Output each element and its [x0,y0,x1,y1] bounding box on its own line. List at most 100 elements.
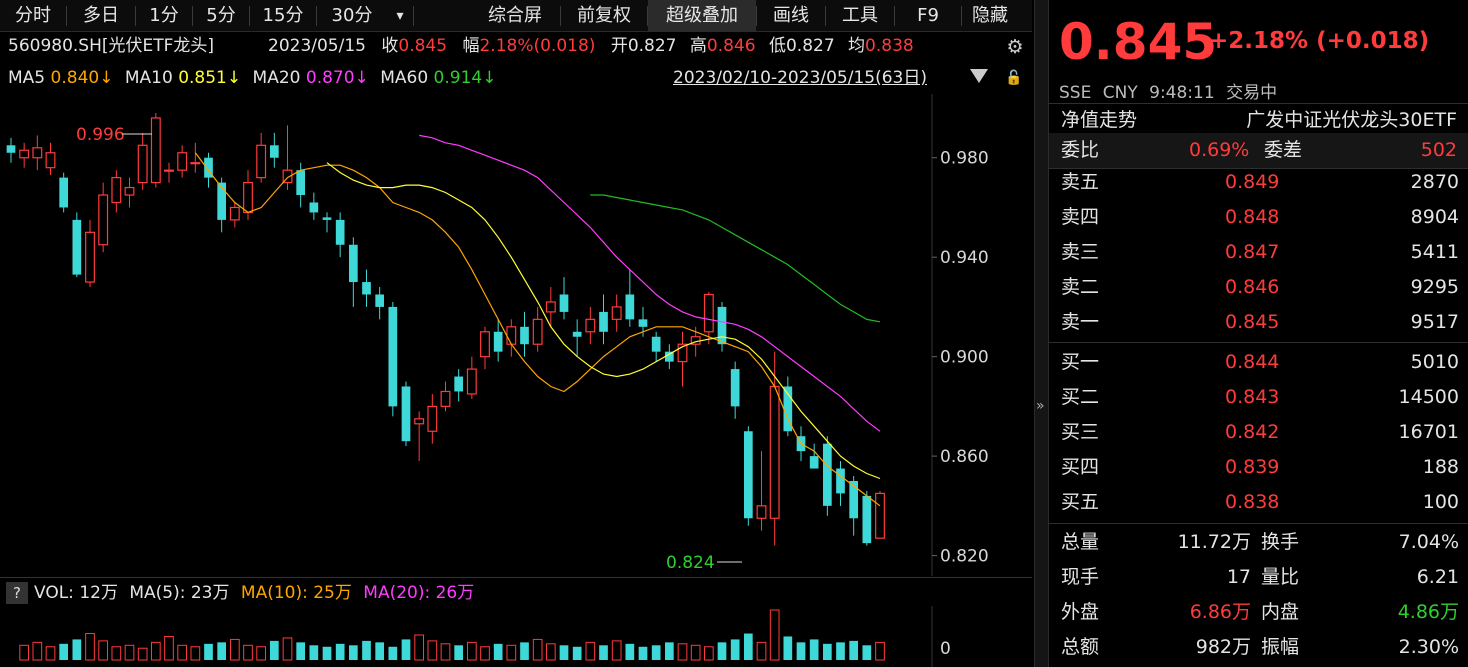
vol-ma10: MA(10): 25万 [240,583,352,603]
candle [703,292,714,345]
ma20-value: 0.870↓ [305,68,369,88]
hide-button[interactable]: 隐藏 [972,5,1008,26]
ask-row[interactable]: 卖五 0.849 2870 [1049,165,1468,200]
y-tick-label: 0.980 [940,149,989,169]
volume-bar [677,643,688,661]
candle [309,192,319,220]
volume-bar [164,635,174,661]
candle-body [59,177,69,208]
tab-1min[interactable]: 1分 [149,5,179,26]
candle [190,142,201,173]
candle-body [322,217,332,220]
quote-date: 2023/05/15 [268,36,366,56]
candle-body [862,495,872,544]
volume-bar [480,646,490,661]
volume-bar [282,637,293,661]
ma5-value: 0.840↓ [50,68,114,88]
ask-row[interactable]: 卖四 0.848 8904 [1049,200,1468,235]
candle-body [875,492,885,539]
ma60-line [590,194,881,323]
stat-value: 982万 [1195,636,1251,658]
volume-bar [836,642,845,660]
bid-label: 买一 [1061,351,1100,373]
change-value: 2.18%(0.018) [479,36,596,56]
stat-label: 总量 [1061,531,1100,553]
candle-body [6,145,16,153]
tab-30min[interactable]: 30分 [331,5,373,26]
composite-screen-button[interactable]: 综合屏 [488,5,542,26]
candle-body [572,331,582,337]
price-chart[interactable]: 0.980 0.940 0.900 0.860 0.820 0.996 0.824 [0,94,1032,576]
volume-bar [783,636,793,660]
volume-bar [703,646,714,661]
ma60-value: 0.914↓ [433,68,497,88]
candle-body [743,431,753,519]
panel-collapse-handle[interactable]: » [1034,0,1048,667]
ask-volume: 9517 [1410,311,1459,333]
tab-5min[interactable]: 5分 [206,5,236,26]
volume-bar [717,642,727,660]
bid-label: 买四 [1061,456,1100,478]
forward-adjust-button[interactable]: 前复权 [577,5,631,26]
candle [730,361,740,419]
low-annotation: 0.824 [666,553,715,573]
super-overlay-button[interactable]: 超级叠加 [648,0,756,32]
bid-row[interactable]: 买三 0.842 16701 [1049,415,1468,450]
stats-row: 现手 17 量比 6.21 [1049,560,1468,595]
tab-multiday[interactable]: 多日 [83,5,119,26]
date-range[interactable]: 2023/02/10-2023/05/15(63日) [673,68,927,88]
draw-line-button[interactable]: 画线 [773,5,809,26]
vol-value: VOL: 12万 [34,583,118,603]
bid-row[interactable]: 买二 0.843 14500 [1049,380,1468,415]
settings-gear-icon[interactable]: ⚙ [1004,36,1026,58]
y-tick-label: 0.900 [940,348,989,368]
candle [625,269,635,327]
candle-body [599,311,608,332]
volume-bar [756,641,767,661]
candle-body [190,162,201,165]
volume-bar [545,643,556,661]
ask-price: 0.848 [1225,206,1280,228]
volume-bar [124,644,135,661]
volume-chart[interactable]: 0 [0,606,1032,667]
f9-button[interactable]: F9 [917,5,939,26]
help-icon[interactable]: ? [6,582,28,604]
volume-bar [743,633,753,660]
period-dropdown-icon[interactable]: ▾ [396,8,404,24]
candle [545,287,556,327]
candle [599,294,608,345]
candle-body [440,390,451,407]
candle-body [625,294,635,320]
candle [124,177,135,208]
volume-bar [493,643,503,660]
volume-bar [204,643,213,660]
tab-15min[interactable]: 15分 [262,5,304,26]
candle-body [703,293,714,333]
candle-body [388,306,398,407]
ask-row[interactable]: 卖一 0.845 9517 [1049,305,1468,340]
bid-row[interactable]: 买五 0.838 100 [1049,485,1468,520]
range-dropdown-icon[interactable] [970,69,988,83]
candle-body [520,326,529,345]
y-tick-label: 0.940 [940,248,989,268]
tab-intraday[interactable]: 分时 [15,5,51,26]
ma20-line [419,134,881,432]
tools-button[interactable]: 工具 [842,5,878,26]
lock-icon[interactable]: 🔓 [1005,70,1023,86]
volume-bar [375,642,385,660]
volume-bar [572,646,582,660]
volume-bar [217,642,227,660]
bid-row[interactable]: 买一 0.844 5010 [1049,345,1468,380]
candle [466,356,477,399]
ask-row[interactable]: 卖三 0.847 5411 [1049,235,1468,270]
ask-row[interactable]: 卖二 0.846 9295 [1049,270,1468,305]
nav-row[interactable]: 净值走势 广发中证光伏龙头30ETF [1049,103,1468,138]
candle-body [177,152,188,171]
bid-row[interactable]: 买四 0.839 188 [1049,450,1468,485]
avg-value: 0.838 [865,36,914,56]
volume-bar [19,644,30,661]
candle-body [45,152,56,169]
ask-label: 卖一 [1061,311,1100,333]
candle-body [164,169,174,172]
ask-volume: 8904 [1410,206,1459,228]
